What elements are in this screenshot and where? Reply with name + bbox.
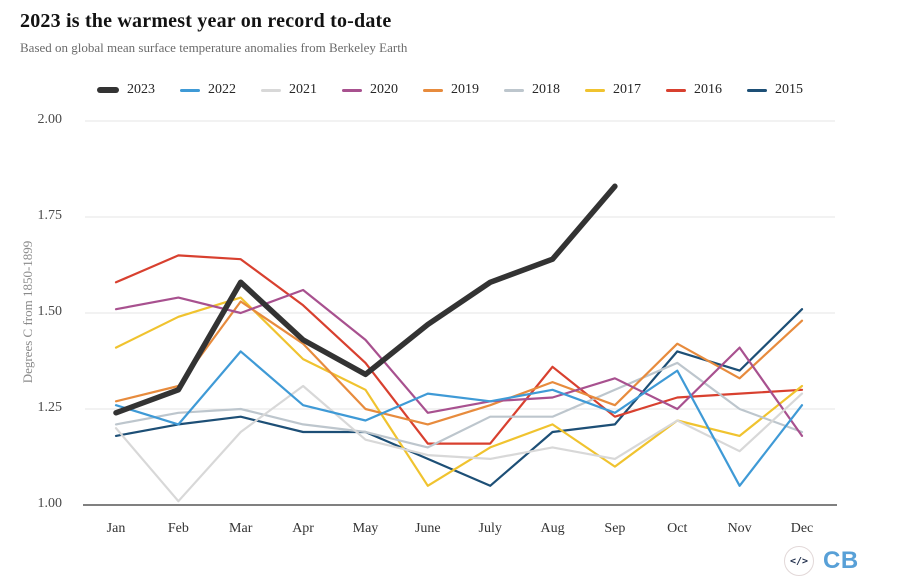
legend-item-2022[interactable]: 2022	[180, 82, 236, 98]
legend-label: 2020	[370, 82, 398, 97]
legend-swatch-2016	[666, 88, 686, 92]
x-tick-label-July: July	[478, 521, 502, 536]
legend-item-2023[interactable]: 2023	[97, 82, 155, 98]
code-circle-icon: </>	[784, 546, 814, 576]
legend-swatch-2020	[342, 88, 362, 92]
legend-label: 2023	[127, 82, 155, 97]
code-glyph: </>	[789, 555, 809, 567]
series-line-2019	[114, 300, 804, 426]
legend-item-2018[interactable]: 2018	[504, 82, 560, 98]
series-line-2016	[114, 254, 804, 445]
x-tick-label-Oct: Oct	[667, 521, 688, 536]
series-line-2018	[114, 361, 804, 449]
legend-swatch-2022	[180, 88, 200, 92]
x-tick-label-Feb: Feb	[167, 521, 189, 536]
legend-item-2015[interactable]: 2015	[747, 82, 803, 98]
legend-item-2020[interactable]: 2020	[342, 82, 398, 98]
legend-item-2021[interactable]: 2021	[261, 82, 317, 98]
legend-item-2019[interactable]: 2019	[423, 82, 479, 98]
x-tick-label-June: June	[414, 521, 441, 536]
legend-swatch-2018	[504, 88, 524, 92]
x-tick-label-May: May	[352, 521, 379, 536]
y-tick-label: 1.00	[37, 496, 63, 511]
legend-swatch-2017	[585, 88, 605, 92]
y-tick-label: 1.25	[37, 400, 63, 415]
page-subtitle: Based on global mean surface temperature…	[20, 40, 408, 55]
legend-item-2016[interactable]: 2016	[666, 82, 722, 98]
x-tick-label-Nov: Nov	[727, 521, 752, 536]
y-tick-label: 1.50	[37, 304, 63, 319]
chart-legend: 2023 2022 2021 2020 2019 2018 2017 2016 2015	[0, 82, 900, 98]
page-title: 2023 is the warmest year on record to-da…	[20, 10, 392, 32]
series-line-2022	[114, 350, 804, 487]
legend-swatch-2015	[747, 88, 767, 92]
legend-label: 2019	[451, 82, 479, 97]
legend-label: 2015	[775, 82, 803, 97]
legend-swatch-2019	[423, 88, 443, 92]
series-line-2020	[114, 288, 804, 437]
legend-label: 2016	[694, 82, 722, 97]
series-line-2023	[113, 183, 618, 416]
legend-swatch-2023	[97, 87, 119, 93]
legend-label: 2018	[532, 82, 560, 97]
cb-logo-text: CB	[823, 547, 859, 574]
x-tick-label-Jan: Jan	[106, 521, 126, 536]
legend-label: 2017	[613, 82, 641, 97]
series-line-2021	[114, 384, 804, 503]
carbonbrief-logo[interactable]: </> CB	[784, 546, 859, 576]
legend-swatch-2021	[261, 88, 281, 92]
legend-label: 2022	[208, 82, 236, 97]
x-tick-label-Sep: Sep	[604, 521, 626, 536]
x-tick-label-Dec: Dec	[790, 521, 814, 536]
x-tick-label-Mar: Mar	[229, 521, 253, 536]
series-line-2015	[114, 308, 804, 487]
y-axis-title: Degrees C from 1850-1899	[20, 240, 35, 384]
legend-label: 2021	[289, 82, 317, 97]
y-tick-label: 1.75	[37, 208, 63, 223]
x-tick-label-Aug: Aug	[540, 521, 565, 536]
x-tick-label-Apr: Apr	[292, 521, 314, 536]
y-tick-label: 2.00	[37, 112, 63, 127]
legend-item-2017[interactable]: 2017	[585, 82, 641, 98]
